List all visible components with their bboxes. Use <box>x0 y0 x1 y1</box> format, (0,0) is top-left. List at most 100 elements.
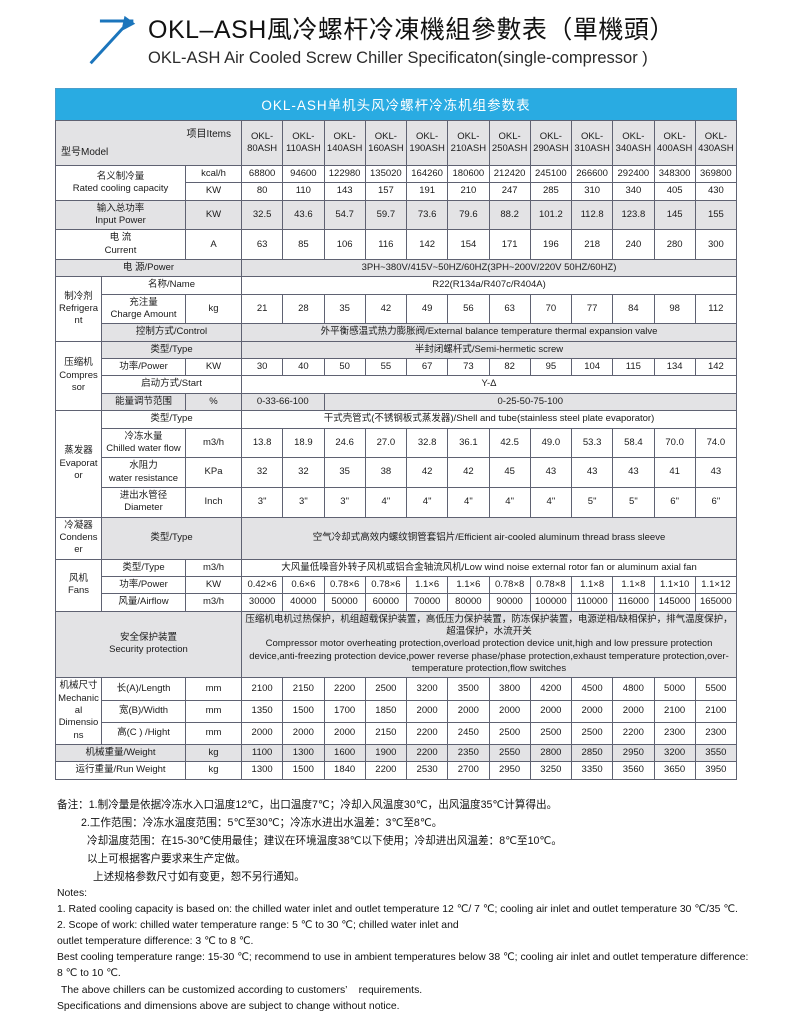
table-cell: 2800 <box>529 744 573 763</box>
model-header-cell: OKL- 340ASH <box>612 120 655 166</box>
table-cell: 空气冷却式高效内螺纹铜管套铝片/Efficient air-cooled alu… <box>241 516 737 560</box>
table-cell: 42 <box>405 457 449 488</box>
table-cell: 2000 <box>282 721 325 746</box>
table-cell: 94600 <box>282 164 325 184</box>
table-cell: 212420 <box>488 164 531 184</box>
table-cell: 2200 <box>405 744 449 763</box>
table-cell: 2300 <box>653 721 696 746</box>
table-cell: 机械尺寸 Mechanical Dimensions <box>55 677 102 746</box>
table-cell: 5" <box>570 486 614 518</box>
table-cell: 2550 <box>488 744 531 763</box>
table-cell: 压缩机电机过热保护，机组超载保护装置，高低压力保护装置，防冻保护装置，电源逆相/… <box>241 610 737 679</box>
model-header-cell: OKL- 250ASH <box>488 120 531 166</box>
table-cell: 输入总功率 Input Power <box>55 199 186 231</box>
table-cell: 191 <box>405 182 449 201</box>
table-cell: 101.2 <box>529 199 573 231</box>
table-cell: 1600 <box>323 744 366 763</box>
table-cell: mm <box>185 677 242 701</box>
notes-zh: 备注：1.制冷量是依据冷冻水入口温度12℃，出口温度7℃；冷却入风温度30℃，出… <box>57 796 757 886</box>
table-cell: 43 <box>570 457 614 488</box>
table-cell: KW <box>185 199 242 231</box>
table-cell: 100000 <box>529 593 573 612</box>
table-cell: Y-Δ <box>241 375 737 394</box>
table-cell: kcal/h <box>185 164 242 184</box>
table-cell: 405 <box>653 182 696 201</box>
table-row: KW 80 110 143 157 191 210 247 285 310 340 405 430 <box>56 182 738 201</box>
table-row: 冷凝器 Condenser 类型/Type 空气冷却式高效内螺纹铜管套铝片/Effic… <box>55 516 737 560</box>
table-cell: 1500 <box>282 699 325 723</box>
table-cell: 3550 <box>694 744 738 763</box>
table-cell: 4" <box>447 486 490 518</box>
table-cell: 风机 Fans <box>55 558 102 612</box>
table-row: 输入总功率 Input Power KW 32.5 43.6 54.7 59.7 73.6 79… <box>55 199 738 231</box>
table-row: 高(C ) /Hight mm 2000 2000 2000 2150 2200 2450 25… <box>56 721 738 746</box>
table-row: 功率/Power KW 30 40 50 55 67 73 82 95 104 115 134 142 <box>56 358 738 377</box>
table-cell: 80000 <box>447 593 490 612</box>
table-cell: 1850 <box>364 699 408 723</box>
table-cell: 外平衡感温式热力膨胀阀/External balance temperature… <box>241 323 737 342</box>
table-cell: 3200 <box>653 744 696 763</box>
note-line-zh: 备注：1.制冷量是依据冷冻水入口温度12℃，出口温度7℃；冷却入风温度30℃，出… <box>57 798 558 811</box>
table-cell: 58.4 <box>612 427 655 459</box>
table-cell: 110 <box>282 182 325 201</box>
table-cell: 电 源/Power <box>55 259 242 278</box>
table-cell: 2000 <box>612 699 655 723</box>
table-cell: 32.5 <box>240 199 284 231</box>
table-cell: 启动方式/Start <box>101 375 242 394</box>
table-cell: 40000 <box>282 593 325 612</box>
model-header-cell: OKL- 430ASH <box>694 120 738 166</box>
table-cell: 2500 <box>570 721 614 746</box>
table-cell: 1700 <box>323 699 366 723</box>
table-cell: 90000 <box>488 593 531 612</box>
table-cell: 122980 <box>323 164 366 184</box>
table-cell: 1840 <box>323 761 366 780</box>
table-cell: 56 <box>447 293 490 325</box>
table-cell: 1.1×8 <box>612 575 655 595</box>
table-cell: 112 <box>694 293 738 325</box>
table-cell: KW <box>185 182 242 201</box>
table-row: 宽(B)/Width mm 1350 1500 1700 1850 2000 2000 2000… <box>56 699 738 723</box>
table-cell: 制冷剂 Refrigerant <box>55 276 102 342</box>
table-cell: 2100 <box>240 677 284 701</box>
table-cell: 2100 <box>694 699 738 723</box>
table-row: 进出水管径 Diameter Inch 3" 3" 3" 4" 4" 4" 4" 4" 5" 5" 6" 6… <box>56 486 738 518</box>
table-cell: 1.1×8 <box>570 575 614 595</box>
table-cell: 155 <box>694 199 738 231</box>
table-cell: 2000 <box>529 699 573 723</box>
table-banner: OKL-ASH单机头风冷螺杆冷冻机组参数表 <box>55 88 737 120</box>
note-line-en: 2. Scope of work: chilled water temperat… <box>57 920 459 931</box>
table-cell: 49 <box>405 293 449 325</box>
corner-items-label: 项目Items <box>186 129 231 140</box>
table-cell: m3/h <box>185 427 242 459</box>
table-cell: 充注量 Charge Amount <box>101 293 186 325</box>
table-cell: 4" <box>488 486 531 518</box>
table-cell: 2000 <box>447 699 490 723</box>
page-header: OKL–ASH風冷螺杆冷凍機組參數表（單機頭） OKL-ASH Air Cool… <box>0 0 790 78</box>
table-cell: 210 <box>447 182 490 201</box>
table-cell: 1300 <box>240 761 284 780</box>
table-row: 充注量 Charge Amount kg 21 28 35 42 49 56 63 70 77 84 98… <box>56 293 738 325</box>
table-cell: 41 <box>653 457 696 488</box>
table-row: 功率/Power KW 0.42×6 0.6×6 0.78×6 0.78×6 1.1×6 1.… <box>56 575 738 595</box>
table-cell: 类型/Type <box>101 516 242 560</box>
table-row: 控制方式/Control 外平衡感温式热力膨胀阀/External balance… <box>56 323 737 342</box>
table-cell: 54.7 <box>323 199 366 231</box>
table-cell: 73.6 <box>405 199 449 231</box>
table-cell: 3800 <box>488 677 531 701</box>
note-line-en: The above chillers can be customized acc… <box>61 984 423 996</box>
table-cell: 21 <box>240 293 284 325</box>
table-cell: kg <box>185 744 242 763</box>
table-row: 蒸发器 Evaporator 类型/Type 干式壳管式(不锈钢板式蒸发器)/Shel… <box>55 410 737 518</box>
table-cell: 冷冻水量 Chilled water flow <box>101 427 186 459</box>
table-cell: 功率/Power <box>101 575 186 595</box>
table-cell: 50000 <box>323 593 366 612</box>
table-cell: 116 <box>364 229 408 261</box>
table-cell: 1.1×10 <box>653 575 696 595</box>
note-line-en: 1. Rated cooling capacity is based on: t… <box>57 903 738 915</box>
table-cell: 1100 <box>240 744 284 763</box>
table-cell: 74.0 <box>694 427 738 459</box>
table-cell: 3" <box>323 486 366 518</box>
table-cell: 73 <box>447 358 490 377</box>
table-cell: 1500 <box>282 761 325 780</box>
